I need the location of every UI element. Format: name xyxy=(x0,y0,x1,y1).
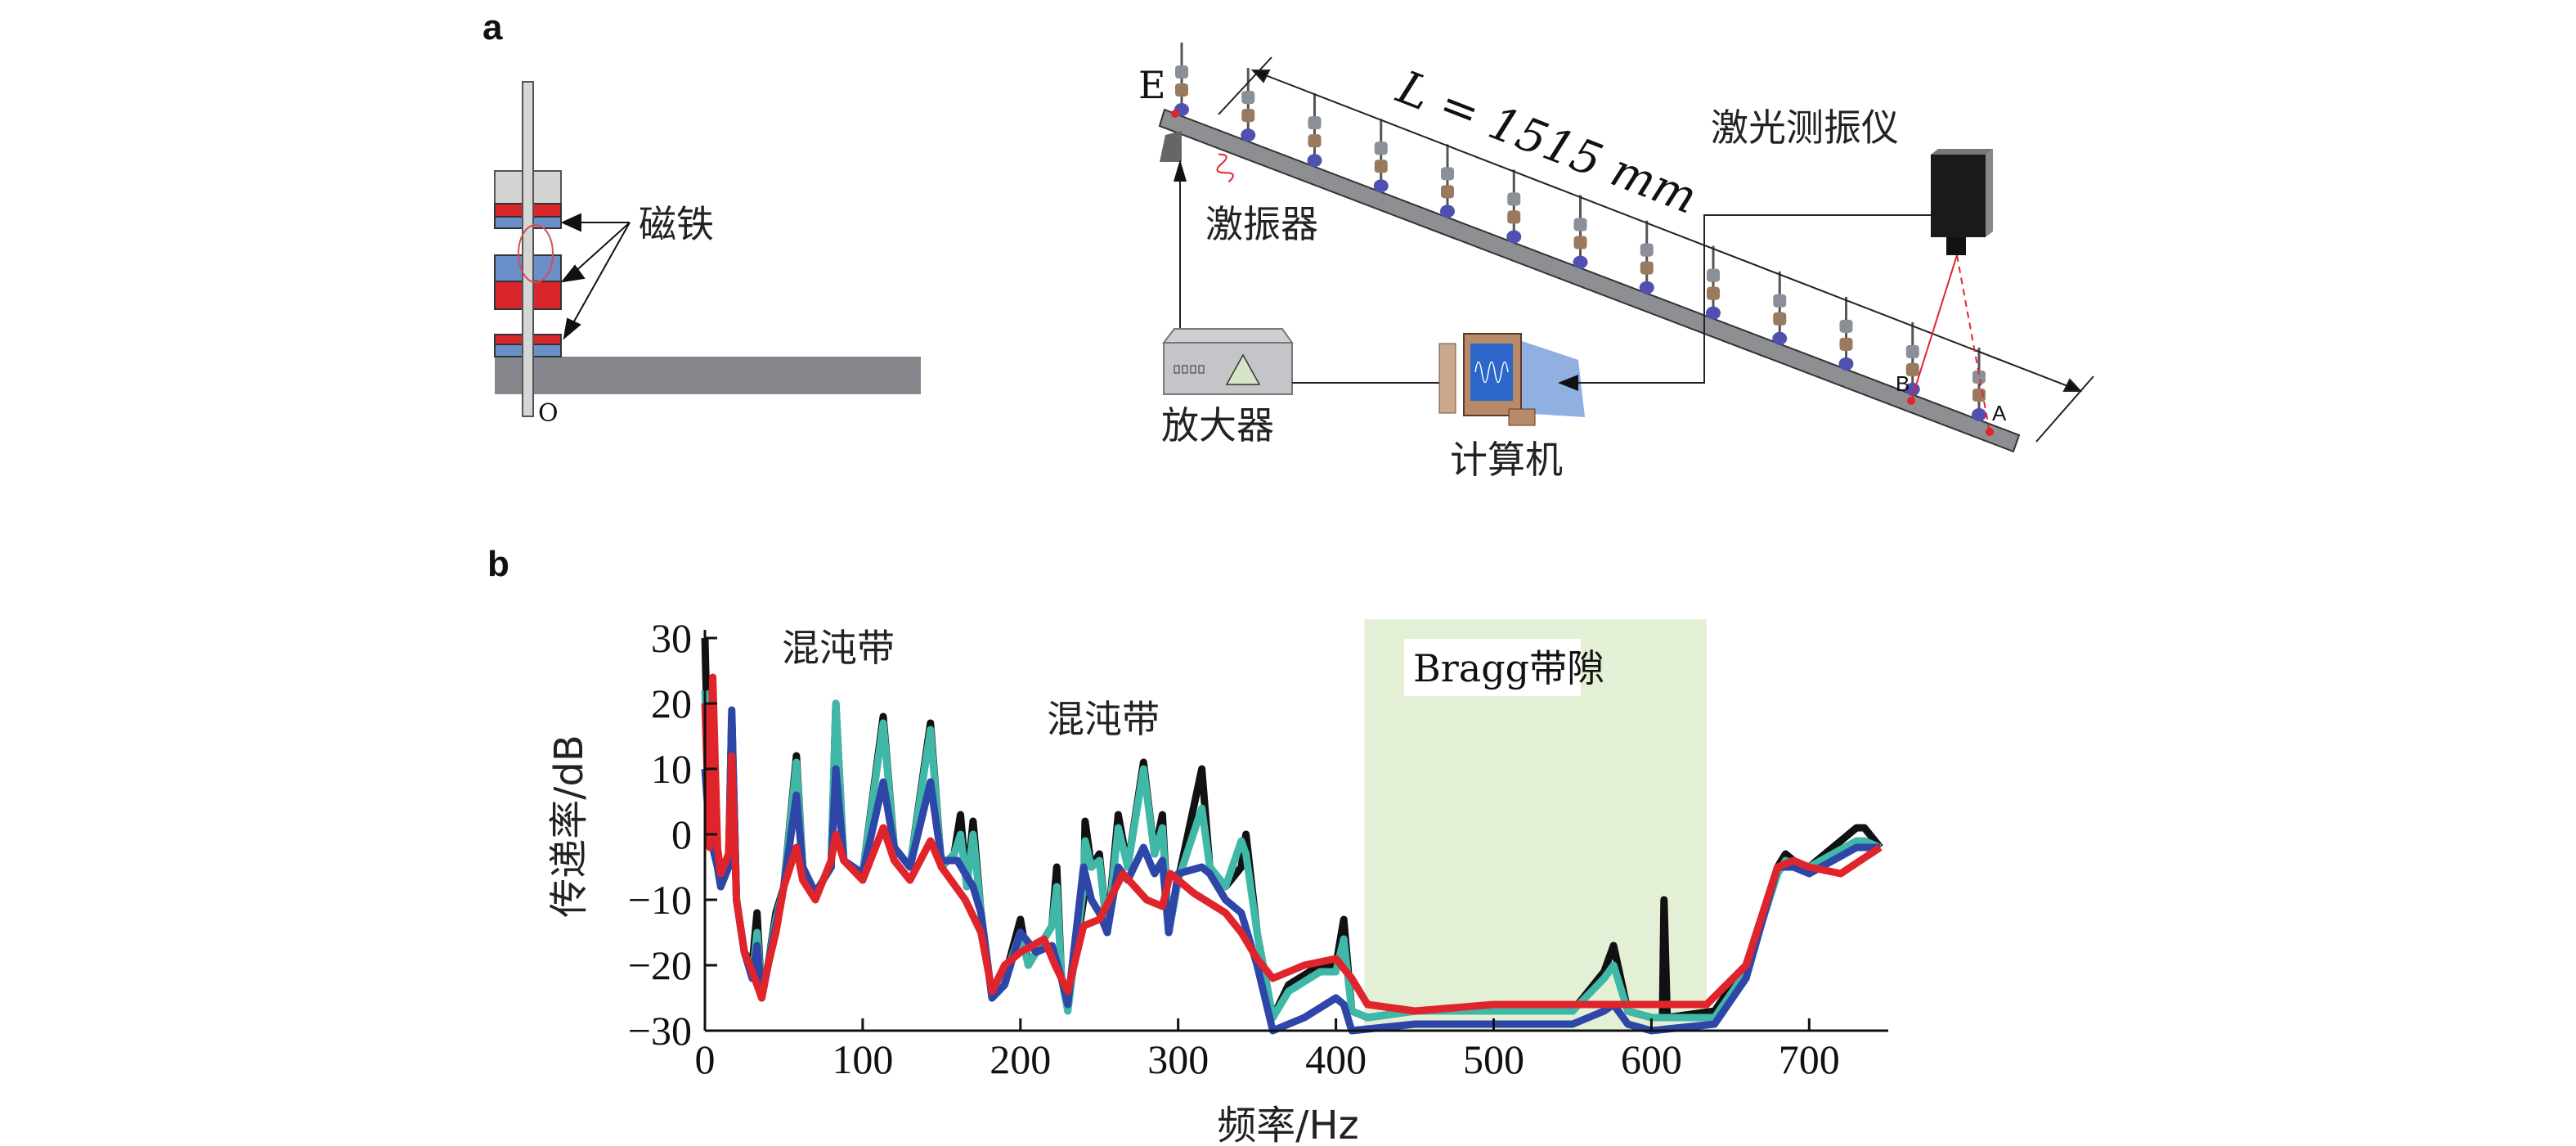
x-axis-label: 频率/Hz xyxy=(1217,1103,1358,1146)
x-tick-label: 600 xyxy=(1621,1036,1682,1082)
origin-label: O xyxy=(538,399,559,428)
length-label: L = 1515 mm xyxy=(1389,61,1704,225)
computer-label: 计算机 xyxy=(1450,438,1563,482)
resonator xyxy=(1972,348,1986,421)
point-a-marker xyxy=(1986,428,1994,436)
length-dimension-line xyxy=(1218,56,2094,443)
chaos-band-label-2: 混沌带 xyxy=(1047,697,1160,741)
resonator xyxy=(1706,245,1721,320)
resonator xyxy=(1440,144,1455,218)
y-tick-label: 30 xyxy=(651,615,692,661)
vibrometer-to-computer-line xyxy=(1574,214,1931,384)
vibrometer-label: 激光测振仪 xyxy=(1711,106,1899,150)
shaker-label: 激振器 xyxy=(1205,202,1318,246)
y-tick-label: 20 xyxy=(651,681,692,726)
panel-a-label: a xyxy=(482,7,503,47)
resonator xyxy=(1307,93,1322,168)
point-b-marker xyxy=(1907,397,1915,405)
x-tick-label: 700 xyxy=(1779,1036,1840,1082)
amplifier-label: 放大器 xyxy=(1161,403,1274,447)
experimental-setup-diagram: E L = 1515 mm 激振器 放大器 xyxy=(1138,43,2094,482)
gap-highlight-circle xyxy=(518,224,554,283)
series-line-red xyxy=(701,673,1883,1015)
point-e-marker xyxy=(1171,110,1179,118)
magnet-support-diagram: 磁铁 O xyxy=(494,81,921,428)
x-tick-label: 100 xyxy=(832,1036,893,1082)
resonator xyxy=(1573,195,1588,269)
laser-beam-b xyxy=(1910,254,1958,402)
resonator xyxy=(1174,43,1189,116)
magnet-label: 磁铁 xyxy=(639,202,714,246)
chaos-band-label-1: 混沌带 xyxy=(782,626,895,670)
amplifier-icon xyxy=(1161,328,1294,395)
y-tick-label: 0 xyxy=(671,811,692,857)
x-tick-label: 200 xyxy=(990,1036,1051,1082)
resonator xyxy=(1772,271,1788,345)
transmissibility-chart: Bragg带隙 0 100 200 300 400 500 600 7003020100−10… xyxy=(546,615,1888,1146)
resonator xyxy=(1373,119,1389,193)
beam xyxy=(1158,108,2021,453)
series-layer xyxy=(701,637,1883,1035)
resonator xyxy=(1639,220,1654,294)
endpoint-e-label: E xyxy=(1138,63,1166,107)
laser-beam-a xyxy=(1956,254,1990,433)
resonator xyxy=(1506,169,1522,244)
resonator xyxy=(1905,321,1920,396)
y-axis-label: 传递率/dB xyxy=(546,735,592,918)
x-tick-label: 500 xyxy=(1463,1036,1524,1082)
arrow-left-icon xyxy=(1558,375,1578,391)
arrow-up-icon xyxy=(1174,160,1187,182)
x-tick-label: 300 xyxy=(1147,1036,1209,1082)
vertical-rod xyxy=(522,81,534,417)
resonator xyxy=(1241,68,1256,142)
x-tick-label: 0 xyxy=(695,1036,716,1082)
x-tick-label: 400 xyxy=(1305,1036,1367,1082)
resonator xyxy=(1838,296,1854,371)
bragg-gap-label: Bragg带隙 xyxy=(1413,646,1604,690)
resonator-array xyxy=(1174,43,1986,421)
y-tick-label: −30 xyxy=(628,1008,692,1054)
base-plate xyxy=(495,357,921,394)
bragg-label-box xyxy=(1404,639,1581,696)
shaker-icon xyxy=(1160,131,1182,162)
magnet-arrows xyxy=(560,213,631,340)
sine-wave-icon xyxy=(1216,153,1234,183)
y-tick-label: −20 xyxy=(628,942,692,988)
y-tick-label: 10 xyxy=(651,746,692,792)
laser-vibrometer-icon xyxy=(1931,149,1993,255)
panel-b-label: b xyxy=(487,544,509,584)
computer-icon xyxy=(1438,333,1585,426)
y-tick-label: −10 xyxy=(628,877,692,923)
point-b-label: B xyxy=(1896,371,1910,396)
point-a-label: A xyxy=(1992,401,2007,425)
